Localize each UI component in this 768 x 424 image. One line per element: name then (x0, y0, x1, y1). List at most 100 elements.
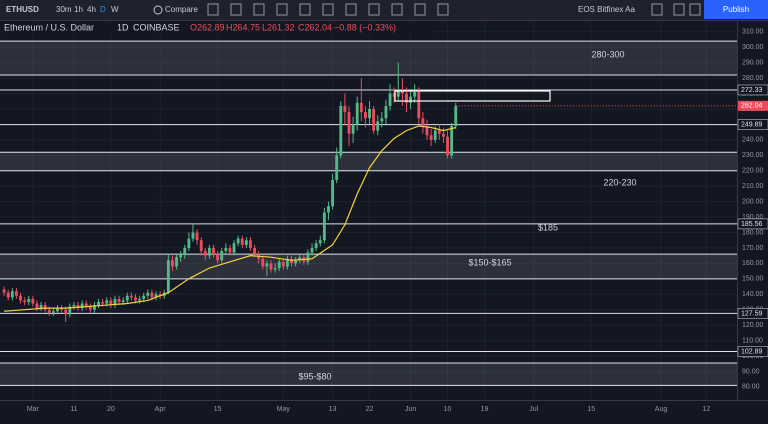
y-tick-label: 190.00 (742, 214, 764, 221)
candle-body (351, 124, 355, 134)
candle-body (6, 292, 10, 298)
legend-ohlc: L261.32 (262, 22, 295, 32)
zone-label: 280-300 (591, 49, 624, 59)
y-tick-label: 80.00 (742, 384, 760, 391)
candle-body (212, 247, 215, 255)
candle-body (355, 102, 359, 125)
candle-body (331, 180, 335, 207)
candle-body (392, 93, 396, 97)
candle-body (359, 102, 363, 113)
candle-body (117, 298, 121, 302)
y-tick-label: 220.00 (742, 168, 764, 175)
interval[interactable]: W (111, 5, 119, 14)
drawing-tools[interactable] (207, 3, 701, 16)
candle-body (101, 301, 105, 304)
legend-change: −0.88 (−0.33%) (334, 22, 396, 32)
candle-body (92, 305, 96, 310)
broker[interactable]: EOS Bitfinex Aa (578, 5, 635, 14)
candle-body (339, 105, 343, 156)
interval[interactable]: 4h (87, 5, 96, 14)
y-tick-label: 280.00 (742, 75, 764, 82)
candle-body (405, 93, 408, 103)
x-tick-label: 11 (70, 406, 77, 413)
candle-body (43, 305, 47, 310)
legend-ohlc: C262.04 (298, 22, 332, 32)
candle-body (232, 243, 236, 253)
interval[interactable]: D (100, 5, 106, 14)
candle-body (347, 112, 351, 134)
level-label: 272.33 (741, 87, 763, 94)
candle-body (125, 295, 129, 301)
candle-body (175, 257, 178, 267)
candle-body (376, 121, 380, 131)
candle-body (437, 130, 441, 134)
level-label-bg (737, 119, 768, 130)
level-label: 249.89 (741, 121, 763, 128)
publish[interactable]: Publish (723, 5, 749, 14)
candle-body (10, 291, 14, 298)
symbol[interactable]: ETHUSD (6, 5, 39, 14)
candle-body (368, 108, 371, 119)
candle-body (290, 258, 293, 264)
x-tick-label: 19 (481, 406, 489, 413)
compare[interactable]: Compare (165, 5, 198, 14)
level-label-bg (737, 308, 768, 319)
candle-body (327, 206, 330, 213)
candle-body (138, 298, 142, 301)
candle-body (23, 300, 27, 302)
candle-body (158, 294, 162, 296)
candle-body (446, 136, 449, 156)
candle-body (396, 90, 400, 97)
y-tick-label: 300.00 (742, 44, 764, 51)
candle-body (134, 297, 137, 301)
candle-body (129, 295, 133, 298)
candle-body (363, 112, 367, 119)
last-price-bg (738, 100, 768, 111)
candle-body (441, 133, 445, 137)
candle-body (68, 306, 72, 315)
candle-body (417, 92, 421, 119)
y-tick-label: 170.00 (742, 245, 764, 252)
candle-body (150, 292, 154, 298)
candle-body (191, 232, 195, 239)
interval[interactable]: 30m (56, 5, 72, 14)
candle-body (261, 258, 265, 267)
publish-button[interactable] (704, 0, 768, 19)
x-tick-label: 15 (214, 406, 222, 413)
moving-average (4, 125, 456, 312)
candle-body (294, 260, 298, 264)
y-tick-label: 180.00 (742, 229, 764, 236)
candle-body (314, 243, 318, 248)
candle-body (56, 308, 59, 312)
candle-body (35, 303, 39, 309)
candle-body (400, 90, 404, 94)
interval[interactable]: 1h (74, 5, 83, 14)
candle-body (80, 303, 84, 309)
zone-label: $95-$80 (298, 371, 331, 381)
candle-body (27, 298, 31, 302)
candle-body (409, 96, 413, 103)
candle-body (39, 305, 43, 309)
candle-body (273, 268, 277, 270)
compare-icon[interactable] (153, 5, 163, 15)
candle-body (60, 308, 64, 310)
y-tick-label: 210.00 (742, 183, 764, 190)
y-tick-label: 290.00 (742, 60, 764, 67)
y-tick-label: 160.00 (742, 260, 764, 267)
candle-body (105, 300, 109, 304)
x-tick-label: 12 (702, 406, 710, 413)
candle-body (154, 294, 158, 298)
zone (0, 362, 737, 386)
x-tick-label: May (277, 406, 291, 413)
candle-body (413, 92, 417, 97)
candle-body (269, 263, 273, 270)
level-label-bg (737, 346, 768, 357)
candle-body (224, 247, 228, 252)
candle-body (220, 251, 224, 261)
level-label: 185.56 (741, 221, 763, 228)
legend-bg (2, 22, 432, 34)
x-tick-label: 13 (329, 406, 337, 413)
candle-body (51, 311, 55, 313)
zone (0, 254, 737, 279)
candle-body (277, 261, 281, 269)
